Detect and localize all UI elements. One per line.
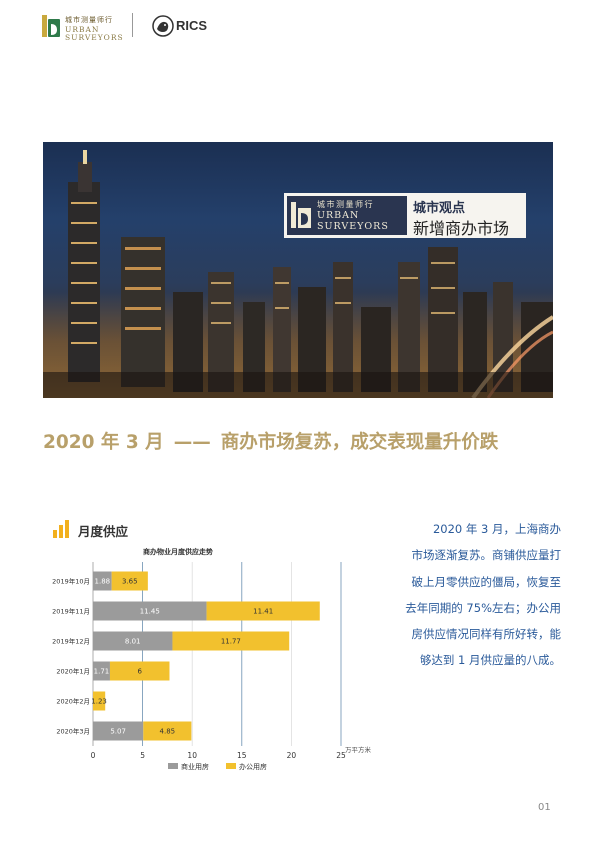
data-label: 1.23 bbox=[91, 698, 107, 706]
hero-title-badge: 城市测量师行 URBAN SURVEYORS 城市观点 新增商办市场 bbox=[284, 193, 526, 238]
legend-label: 办公用房 bbox=[239, 762, 267, 771]
headline-dash: —— bbox=[173, 432, 211, 453]
bar-office bbox=[93, 691, 106, 711]
body-line: 破上月零供应的僵局，恢复至 bbox=[411, 574, 562, 589]
x-tick-label: 0 bbox=[91, 751, 96, 760]
badge-logo-english-line1: URBAN bbox=[317, 210, 360, 221]
data-label: 11.77 bbox=[221, 638, 241, 646]
data-label: 1.71 bbox=[94, 668, 110, 676]
bar-commercial bbox=[93, 601, 207, 621]
bar-office bbox=[206, 601, 320, 621]
urban-surveyors-logo: 城市测量师行 URBAN SURVEYORS bbox=[42, 14, 124, 42]
badge-logo-chinese: 城市测量师行 bbox=[317, 200, 374, 209]
body-line: 2020 年 3 月，上海商办 bbox=[432, 522, 561, 536]
y-tick-label: 2020年3月 bbox=[56, 727, 90, 736]
legend-swatch bbox=[168, 763, 178, 769]
data-label: 4.85 bbox=[160, 728, 176, 736]
body-paragraph: 2020 年 3 月，上海商办 市场逐渐复苏。商铺供应量打 破上月零供应的僵局，… bbox=[401, 516, 561, 674]
chart-title: 商办物业月度供应走势 bbox=[143, 547, 213, 556]
bar-commercial bbox=[93, 571, 112, 591]
headline-text: 商办市场复苏，成交表现量升价跌 bbox=[220, 432, 499, 453]
legend-label: 商业用房 bbox=[181, 762, 209, 771]
data-label: 3.65 bbox=[122, 578, 138, 586]
body-line: 房供应情况同样有所好转，能 bbox=[411, 627, 562, 642]
bar-office bbox=[172, 631, 290, 651]
hero-city-skyline-image: 城市测量师行 URBAN SURVEYORS 城市观点 新增商办市场 bbox=[43, 142, 553, 398]
headline-date: 2020 年 3 月 bbox=[43, 432, 164, 453]
report-headline: 2020 年 3 月 —— 商办市场复苏，成交表现量升价跌 bbox=[43, 428, 498, 454]
x-tick-label: 20 bbox=[287, 751, 297, 760]
y-tick-label: 2019年12月 bbox=[52, 637, 90, 646]
logo-chinese-name: 城市测量师行 bbox=[65, 16, 113, 24]
body-line: 市场逐渐复苏。商铺供应量打 bbox=[411, 548, 562, 563]
data-label: 5.07 bbox=[110, 728, 126, 736]
y-tick-label: 2020年1月 bbox=[56, 667, 90, 676]
bar-commercial bbox=[93, 631, 173, 651]
header-divider bbox=[132, 13, 133, 37]
bar-commercial bbox=[93, 721, 144, 741]
bar-office bbox=[143, 721, 192, 741]
x-axis-unit: 万平方米 bbox=[345, 745, 372, 754]
rics-logo: RICS bbox=[152, 15, 222, 37]
badge-logo-english-line2: SURVEYORS bbox=[317, 221, 389, 232]
data-label: 6 bbox=[137, 668, 142, 676]
badge-logo: 城市测量师行 URBAN SURVEYORS bbox=[287, 196, 407, 235]
rics-lion-icon bbox=[152, 15, 174, 37]
x-tick-label: 25 bbox=[336, 751, 346, 760]
x-tick-label: 15 bbox=[237, 751, 247, 760]
logo-english-line2: SURVEYORS bbox=[65, 33, 124, 42]
logo-english-line1: URBAN bbox=[65, 25, 100, 34]
bar-office bbox=[109, 661, 170, 681]
x-tick-label: 10 bbox=[187, 751, 197, 760]
section-label: 月度供应 bbox=[78, 524, 129, 539]
y-tick-label: 2020年2月 bbox=[56, 697, 90, 706]
data-label: 11.41 bbox=[253, 608, 273, 616]
badge-subtitle: 新增商办市场 bbox=[413, 219, 510, 238]
y-tick-label: 2019年11月 bbox=[52, 607, 90, 616]
body-line: 够达到 1 月供应量的八成。 bbox=[419, 653, 561, 668]
legend-swatch bbox=[226, 763, 236, 769]
bar-chart-icon bbox=[53, 520, 69, 538]
data-label: 11.45 bbox=[140, 608, 160, 616]
y-tick-label: 2019年10月 bbox=[52, 577, 90, 586]
badge-logo-mark-icon bbox=[291, 202, 311, 228]
skyline-illustration bbox=[43, 150, 553, 398]
x-tick-label: 5 bbox=[140, 751, 145, 760]
bar-office bbox=[111, 571, 148, 591]
urban-surveyors-mark-icon bbox=[42, 15, 60, 37]
rics-wordmark: RICS bbox=[176, 18, 208, 33]
bar-commercial bbox=[93, 661, 110, 681]
body-line: 去年同期的 75%左右；办公用 bbox=[405, 600, 561, 615]
data-label: 1.88 bbox=[95, 578, 111, 586]
badge-title: 城市观点 bbox=[413, 201, 466, 216]
page-number: 01 bbox=[538, 802, 551, 813]
data-label: 8.01 bbox=[125, 638, 141, 646]
